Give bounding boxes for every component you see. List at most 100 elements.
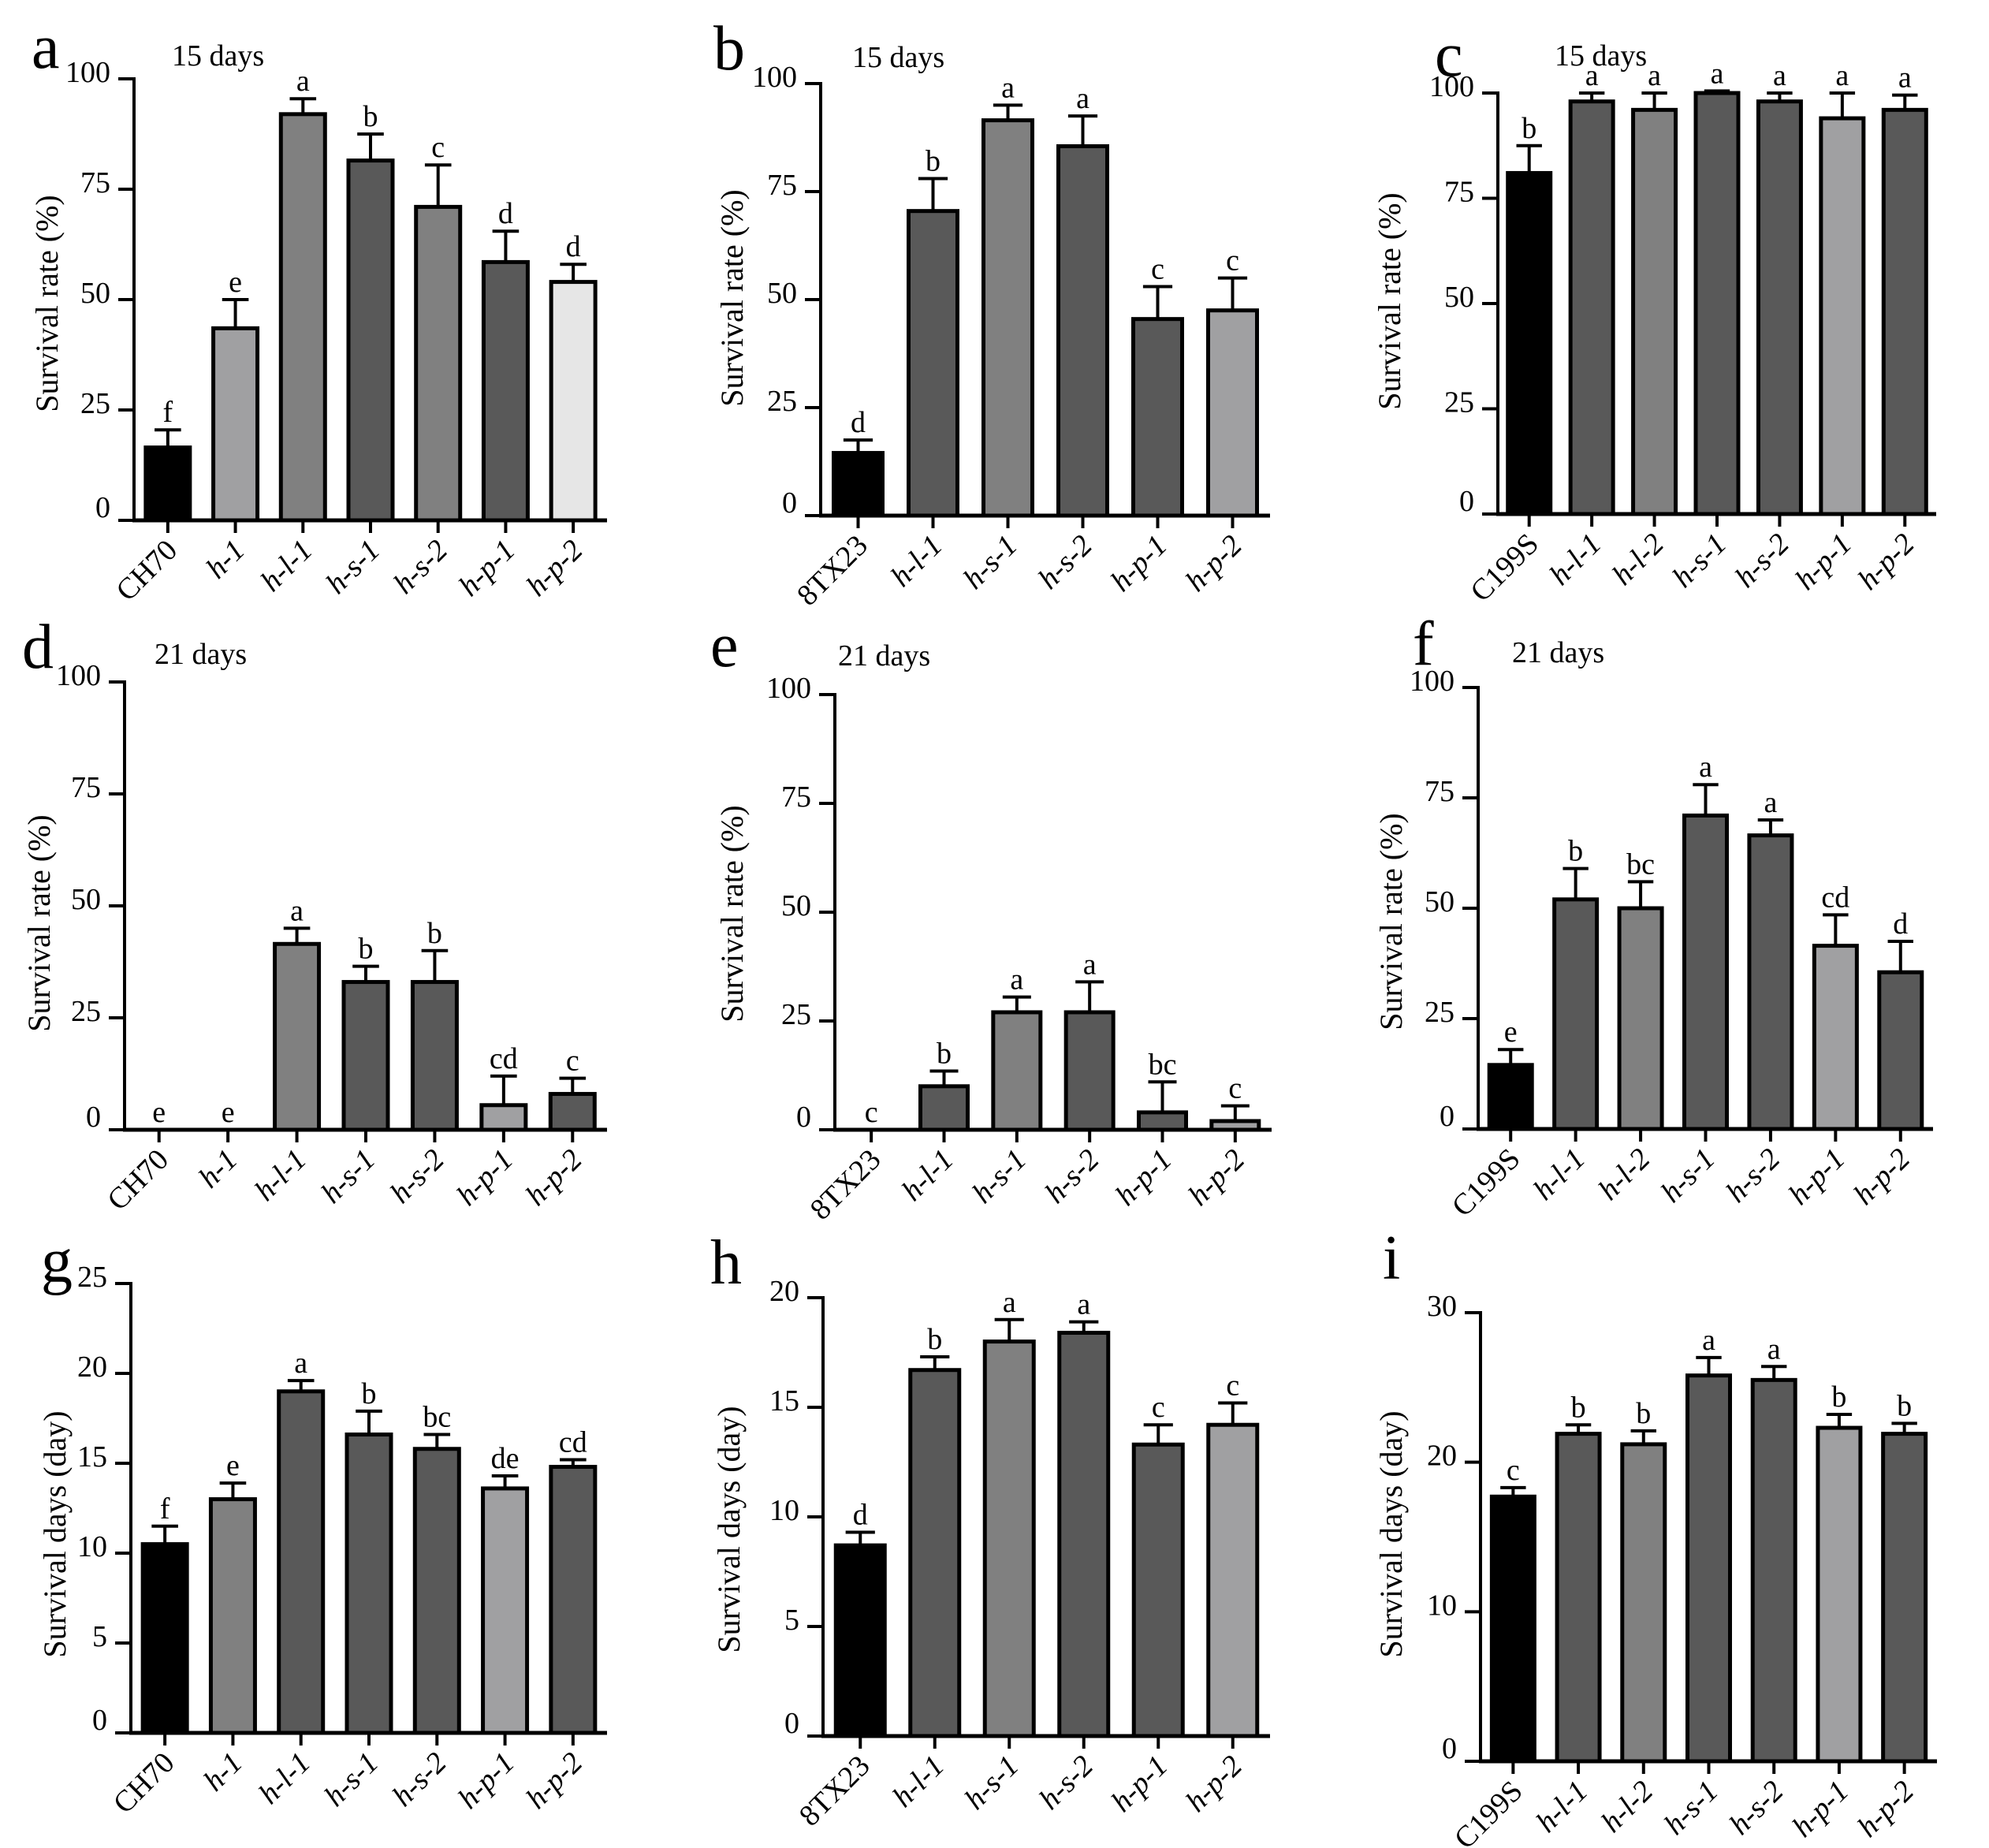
significance-letter: a — [1648, 59, 1661, 92]
significance-letter: e — [222, 1096, 235, 1129]
x-tick-label: h-p-1 — [450, 1143, 520, 1213]
y-tick-label: 100 — [56, 659, 101, 692]
y-tick-label: 0 — [86, 1101, 101, 1134]
x-tick-label: C199S — [1464, 527, 1545, 609]
x-tick-label: CH70 — [101, 1143, 175, 1217]
x-tick-label: h-s-2 — [1723, 1775, 1790, 1842]
bar — [1747, 833, 1794, 1131]
bar — [1877, 970, 1924, 1131]
bar-chart: 0 5 10 15 20 25 f CH70 e h-1 a h-l-1 b h-s-1 bc h-s-2 de… — [77, 1261, 607, 1820]
x-tick-label: 8TX23 — [791, 529, 874, 613]
bar-chart: 0 5 10 15 20 d 8TX23 b h-l-1 a h-s-1 a h-s-2 c h-p-1 c h… — [769, 1275, 1270, 1832]
bar — [481, 259, 530, 523]
bar — [1816, 1425, 1863, 1764]
y-tick-label: 25 — [1444, 386, 1474, 419]
significance-letter: de — [491, 1442, 520, 1475]
panel-letter: e — [710, 611, 739, 680]
y-tick-label: 0 — [92, 1704, 107, 1737]
bar — [1057, 1330, 1111, 1738]
significance-letter: b — [1897, 1389, 1912, 1422]
x-tick-label: h-s-2 — [387, 534, 454, 601]
y-tick-label: 5 — [784, 1604, 799, 1637]
x-tick-label: h-s-2 — [1039, 1143, 1106, 1210]
significance-letter: e — [229, 266, 242, 299]
significance-letter: c — [865, 1096, 878, 1129]
y-tick-label: 20 — [77, 1351, 107, 1384]
significance-letter: cd — [559, 1425, 587, 1459]
bar-chart: 0 25 50 75 100 b C199S a h-l-1 a h-l-2 a h-s-1 a h-s-2… — [1429, 57, 1936, 609]
bar — [277, 1389, 326, 1735]
y-tick-label: 5 — [92, 1620, 107, 1653]
y-tick-label: 100 — [1410, 665, 1455, 698]
bar — [1617, 906, 1664, 1131]
panel-title: 21 days — [838, 639, 931, 673]
significance-letter: a — [1773, 59, 1786, 92]
y-tick-label: 10 — [769, 1494, 799, 1527]
x-tick-label: h-p-2 — [520, 534, 590, 603]
significance-letter: a — [1764, 786, 1777, 819]
bar — [1063, 1010, 1116, 1132]
bar — [1631, 107, 1678, 516]
x-tick-label: h-s-2 — [1032, 529, 1099, 596]
significance-letter: a — [1711, 57, 1724, 90]
x-tick-label: h-s-2 — [384, 1143, 451, 1210]
x-tick-label: h-s-1 — [315, 1143, 382, 1210]
significance-letter: a — [1585, 59, 1599, 92]
x-tick-label: h-l-1 — [248, 1143, 313, 1208]
x-tick-label: h-l-2 — [1595, 1775, 1659, 1839]
significance-letter: e — [226, 1449, 240, 1482]
x-tick-label: h-p-2 — [1852, 527, 1921, 597]
significance-letter: b — [1831, 1380, 1846, 1414]
significance-letter: f — [160, 1492, 170, 1526]
bar — [908, 1368, 962, 1738]
significance-letter: c — [1226, 244, 1239, 278]
bar — [1881, 1432, 1928, 1764]
y-tick-label: 25 — [77, 1261, 107, 1294]
bar-chart: 0 25 50 75 100 f CH70 e h-1 a h-l-1 b h-s-1 c h-s-2 d h-… — [65, 56, 607, 608]
significance-letter: f — [163, 396, 173, 429]
bar-chart: 0 25 50 75 100 e CH70 e h-1 a h-l-1 b h-s-1 b h-s-2 cd h… — [56, 659, 607, 1217]
bar — [1693, 91, 1741, 516]
significance-letter: bc — [1626, 848, 1655, 881]
panel-h: h Survival days (day) 0 5 10 15 20 d 8TX23 b h-l… — [663, 1231, 1326, 1848]
x-tick-label: h-l-1 — [885, 529, 949, 594]
significance-letter: c — [1151, 253, 1164, 286]
bar — [918, 1084, 970, 1132]
x-tick-label: h-p-1 — [1105, 1749, 1175, 1819]
y-tick-label: 10 — [1427, 1589, 1457, 1622]
significance-letter: c — [1507, 1454, 1520, 1487]
y-tick-label: 15 — [769, 1384, 799, 1418]
significance-letter: d — [851, 406, 866, 439]
significance-letter: c — [431, 131, 445, 164]
y-tick-label: 0 — [1440, 1100, 1455, 1133]
bar — [140, 1542, 189, 1735]
significance-letter: d — [1893, 907, 1908, 941]
significance-letter: d — [498, 197, 513, 230]
x-tick-label: h-p-1 — [1104, 529, 1174, 598]
panel-letter: c — [1435, 20, 1463, 90]
x-tick-label: C199S — [1448, 1775, 1529, 1848]
y-tick-label: 75 — [781, 781, 811, 814]
x-tick-label: h-s-2 — [1033, 1749, 1100, 1816]
bar-chart: 0 10 20 30 c C199S b h-l-1 b h-l-2 a h-s-1 a h-s-2 b h-… — [1427, 1290, 1937, 1848]
x-tick-label: h-p-1 — [1789, 527, 1858, 597]
y-tick-label: 0 — [1459, 485, 1474, 518]
y-tick-label: 50 — [767, 277, 797, 310]
significance-letter: bc — [423, 1401, 451, 1434]
x-tick-label: h-p-1 — [452, 1746, 521, 1816]
x-tick-label: h-1 — [199, 534, 251, 586]
x-tick-label: h-l-1 — [1529, 1775, 1594, 1839]
x-tick-label: h-s-2 — [386, 1746, 453, 1813]
x-tick-label: CH70 — [110, 534, 184, 608]
significance-letter: b — [427, 917, 442, 950]
significance-letter: d — [853, 1498, 868, 1531]
panel-letter: h — [710, 1228, 742, 1298]
bar — [981, 118, 1034, 518]
significance-letter: a — [294, 1347, 307, 1380]
x-tick-label: h-p-2 — [1179, 529, 1249, 598]
bar — [1552, 897, 1600, 1131]
bar — [143, 445, 192, 523]
significance-letter: c — [1152, 1391, 1165, 1424]
significance-letter: a — [1077, 1288, 1090, 1321]
bar — [991, 1010, 1043, 1132]
